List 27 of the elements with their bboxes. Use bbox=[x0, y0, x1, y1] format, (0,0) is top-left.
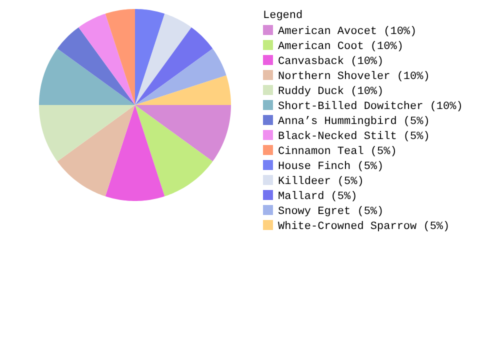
legend-label: American Avocet (10%) bbox=[278, 26, 417, 38]
legend-label: Canvasback (10%) bbox=[278, 56, 384, 68]
legend-label: White-Crowned Sparrow (5%) bbox=[278, 221, 450, 233]
pie-slice bbox=[39, 105, 135, 162]
legend-label: Cinnamon Teal (5%) bbox=[278, 146, 397, 158]
legend-label: Short-Billed Dowitcher (10%) bbox=[278, 101, 463, 113]
pie-slice bbox=[135, 14, 192, 105]
legend-label: Mallard (5%) bbox=[278, 191, 358, 203]
pie-slice bbox=[57, 105, 135, 196]
pie-slice bbox=[135, 75, 231, 105]
pie-slice bbox=[57, 27, 135, 105]
legend-label: American Coot (10%) bbox=[278, 41, 404, 53]
legend-label: Black-Necked Stilt (5%) bbox=[278, 131, 430, 143]
pie-slice bbox=[39, 48, 135, 105]
legend-label: Killdeer (5%) bbox=[278, 176, 364, 188]
legend-title: Legend bbox=[263, 10, 303, 22]
pie-slice bbox=[135, 105, 213, 196]
legend-label: Ruddy Duck (10%) bbox=[278, 86, 384, 98]
pie-slice bbox=[78, 14, 135, 105]
pie-slice bbox=[105, 105, 165, 201]
legend-label: House Finch (5%) bbox=[278, 161, 384, 173]
legend-label: Northern Shoveler (10%) bbox=[278, 71, 430, 83]
pie-slice bbox=[135, 105, 231, 162]
pie-slice bbox=[105, 9, 135, 105]
legend-label: Snowy Egret (5%) bbox=[278, 206, 384, 218]
legend-label: Anna’s Hummingbird (5%) bbox=[278, 116, 430, 128]
pie-slice bbox=[135, 48, 226, 105]
